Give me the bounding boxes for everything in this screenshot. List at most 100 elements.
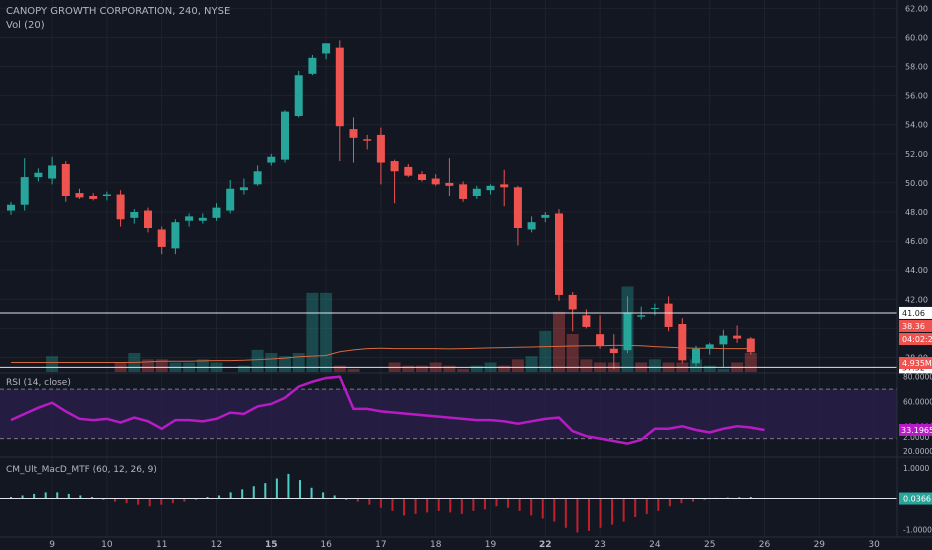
- macd-bar-0: [10, 497, 12, 499]
- macd-bar-50: [587, 498, 590, 531]
- candle-body-53: [733, 335, 742, 339]
- candle-body-45: [623, 312, 632, 351]
- candle-body-8: [116, 194, 125, 220]
- price-tick-6: 50.00: [905, 179, 928, 188]
- macd-bar-26: [310, 487, 313, 499]
- macd-bar-51: [599, 498, 602, 528]
- time-tick-7: 18: [430, 540, 442, 550]
- macd-bar-13: [160, 498, 163, 505]
- time-tick-6: 17: [375, 540, 386, 550]
- pane-separators: [0, 0, 932, 538]
- candle-body-21: [294, 75, 303, 116]
- candle-body-25: [349, 129, 358, 138]
- candle-body-22: [308, 57, 317, 74]
- candle-body-17: [239, 187, 248, 191]
- macd-bar-44: [518, 498, 521, 511]
- volume-bar-34: [470, 365, 483, 372]
- candle-28: [390, 159, 399, 204]
- macd-bar-55: [645, 498, 648, 514]
- volume-bar-37: [511, 359, 524, 372]
- candle-29: [404, 164, 413, 178]
- price-tick-12: 62.00: [905, 4, 928, 13]
- macd-tick-3: 2.0000: [903, 433, 929, 442]
- price-tag-bg-1: [899, 320, 932, 332]
- macd-bar-57: [668, 498, 671, 507]
- candle-body-44: [609, 348, 618, 354]
- volume-bar-14: [196, 359, 209, 372]
- candle-13: [185, 213, 194, 227]
- volume-bar-23: [320, 292, 333, 372]
- macd-bar-23: [275, 478, 278, 499]
- macd-bar-28: [333, 495, 336, 499]
- price-tag-bg-0: [899, 306, 932, 319]
- macd-bar-37: [437, 498, 440, 511]
- macd-bar-56: [657, 498, 660, 511]
- rsi-line: [10, 375, 765, 445]
- macd-bar-16: [194, 498, 197, 501]
- macd-bar-38: [449, 498, 452, 513]
- price-tag-text-1: 38.36: [902, 322, 925, 331]
- macd-bar-52: [611, 498, 614, 525]
- candle-body-30: [418, 174, 426, 180]
- macd-bar-53: [622, 498, 625, 522]
- candle-51: [705, 342, 714, 355]
- candle-20: [281, 110, 289, 163]
- macd-bar-15: [183, 498, 186, 502]
- candle-body-4: [61, 164, 70, 196]
- macd-bar-18: [218, 495, 221, 499]
- candle-53: [733, 325, 742, 343]
- macd-bar-4: [56, 492, 59, 499]
- candle-40: [555, 209, 563, 301]
- candle-body-6: [89, 196, 98, 199]
- candle-body-47: [650, 308, 659, 309]
- macd-tick-0: -1.0000: [903, 525, 932, 534]
- candle-body-23: [322, 43, 331, 54]
- rsi-legend: RSI (14, close): [6, 378, 71, 388]
- price-tag-bg-4: [899, 357, 932, 369]
- macd-bar-12: [148, 498, 151, 507]
- macd-bar-39: [460, 498, 463, 514]
- candle-38: [527, 216, 536, 233]
- candle-26: [363, 134, 372, 150]
- candle-body-27: [376, 134, 385, 163]
- horizontal-lines: [0, 312, 897, 368]
- candle-18: [253, 165, 262, 186]
- macd-bar-21: [252, 486, 255, 499]
- candle-30: [418, 171, 426, 182]
- chart-title: CANOPY GROWTH CORPORATION, 240, NYSE: [6, 6, 230, 17]
- candle-24: [335, 40, 344, 162]
- candle-22: [308, 54, 317, 76]
- candle-41: [568, 292, 577, 332]
- macd-bar-32: [379, 498, 382, 508]
- rsi-tick-3: 80.0000: [903, 373, 932, 382]
- candle-body-52: [719, 335, 728, 345]
- macd-bar-47: [553, 498, 556, 522]
- macd-bar-10: [125, 498, 128, 504]
- price-axis: 38.0040.0042.0044.0046.0048.0050.0052.00…: [903, 4, 932, 534]
- macd-bar-49: [576, 498, 579, 533]
- price-tag-text-4: 4.935M: [902, 359, 932, 368]
- volume-bar-40: [553, 311, 565, 372]
- time-tick-10: 23: [594, 540, 605, 550]
- candle-39: [541, 212, 550, 223]
- candles: [7, 40, 755, 370]
- volume-bar-51: [703, 365, 716, 372]
- volume-bar-22: [306, 292, 319, 372]
- candle-body-0: [7, 204, 15, 211]
- candle-45: [623, 296, 632, 354]
- candle-0: [7, 201, 15, 215]
- time-tick-3: 12: [211, 540, 222, 550]
- macd-bar-58: [680, 498, 683, 504]
- rsi-last-tag-text: 33.1965: [901, 426, 932, 435]
- candle-body-49: [678, 324, 687, 361]
- macd-bar-1: [21, 495, 24, 499]
- rsi-last-tag-bg: [899, 423, 932, 436]
- macd-bar-43: [507, 498, 510, 508]
- price-tag-text-0: 41.06: [902, 309, 925, 318]
- candle-52: [719, 329, 728, 368]
- macd-last-tag-text: 0.0366: [903, 495, 931, 504]
- candle-body-26: [363, 139, 372, 141]
- candle-23: [322, 43, 331, 60]
- candle-body-46: [637, 315, 646, 317]
